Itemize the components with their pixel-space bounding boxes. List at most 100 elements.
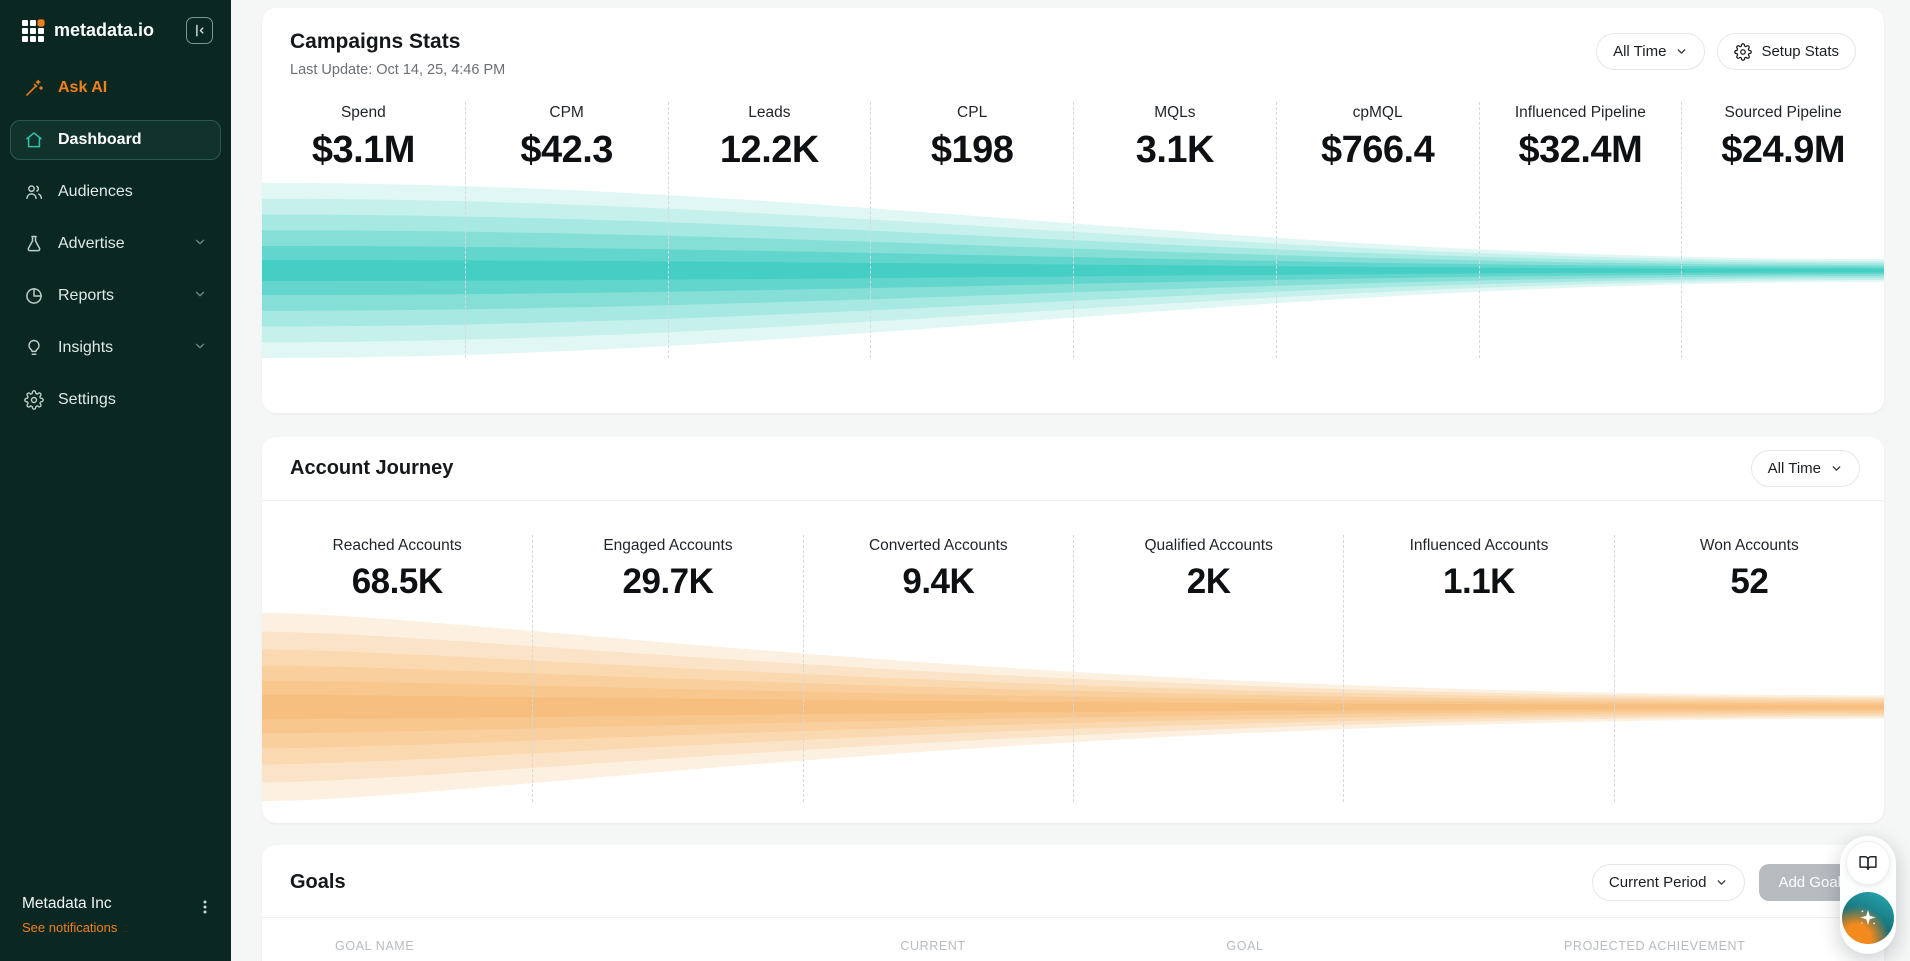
campaigns-stats-card: Campaigns Stats Last Update: Oct 14, 25,…	[262, 8, 1884, 413]
stat-column: Leads 12.2K	[667, 102, 871, 358]
stat-value: $32.4M	[1518, 129, 1643, 171]
goals-period-dropdown[interactable]: Current Period	[1591, 864, 1746, 901]
sidebar-item-insights[interactable]: Insights	[10, 328, 221, 368]
stat-value: 29.7K	[622, 562, 714, 601]
stat-value: 1.1K	[1443, 562, 1515, 601]
logo-grid-icon	[22, 18, 45, 42]
stat-label: Engaged Accounts	[603, 537, 733, 554]
sidebar-item-settings[interactable]: Settings	[10, 380, 221, 420]
panel-collapse-icon	[196, 24, 204, 37]
gear-icon	[24, 390, 44, 410]
journey-time-filter-dropdown[interactable]: All Time	[1750, 450, 1860, 487]
stat-label: CPL	[957, 104, 988, 121]
chevron-down-icon	[193, 339, 207, 358]
nav-label: Dashboard	[58, 131, 142, 148]
stat-value: 52	[1730, 562, 1769, 601]
goals-column-header: GOAL NAME	[335, 939, 415, 953]
goals-card: Goals Current Period Add Goal GOAL NAME C…	[262, 845, 1884, 961]
account-journey-title: Account Journey	[290, 457, 454, 479]
time-filter-value: All Time	[1613, 43, 1667, 60]
see-notifications-link[interactable]: See notifications	[22, 920, 118, 935]
stat-label: cpMQL	[1352, 104, 1403, 121]
stat-column: Converted Accounts 9.4K	[802, 535, 1073, 802]
stat-label: Converted Accounts	[868, 537, 1008, 554]
campaigns-time-filter-dropdown[interactable]: All Time	[1596, 33, 1706, 70]
stat-column: cpMQL $766.4	[1275, 102, 1479, 358]
stat-label: CPM	[549, 104, 584, 121]
metadata-logo[interactable]: metadata.io	[22, 18, 155, 42]
nav-label: Settings	[58, 391, 116, 408]
chevron-down-icon	[1718, 880, 1726, 885]
goals-column-header: CURRENT	[900, 939, 966, 953]
campaigns-funnel-section: Spend $3.1M CPM $42.3 Leads 12.2K CPL $198 MQLs 3…	[262, 102, 1884, 397]
stat-label: Won Accounts	[1699, 537, 1799, 554]
stat-column: Sourced Pipeline $24.9M	[1681, 102, 1884, 358]
stat-value: $42.3	[520, 129, 613, 171]
goals-title: Goals	[290, 871, 346, 893]
users-icon	[24, 182, 44, 202]
nav-label: Reports	[58, 287, 115, 304]
stat-label: Influenced Accounts	[1409, 537, 1549, 554]
stat-value: $24.9M	[1721, 129, 1845, 171]
nav-label: Insights	[58, 339, 114, 356]
logo-text: metadata.io	[54, 20, 155, 40]
campaigns-stats-row: Spend $3.1M CPM $42.3 Leads 12.2K CPL $198 MQLs 3…	[262, 102, 1884, 358]
home-icon	[24, 130, 44, 150]
journey-stats-row: Reached Accounts 68.5K Engaged Accounts 29.…	[262, 535, 1884, 802]
stat-value: 3.1K	[1135, 129, 1215, 171]
stat-value: 12.2K	[719, 129, 819, 171]
pie-chart-icon	[24, 286, 44, 306]
ai-assistant-button[interactable]	[1842, 892, 1894, 944]
sidebar-item-dashboard[interactable]: Dashboard	[10, 120, 221, 160]
sidebar-item-advertise[interactable]: Advertise	[10, 224, 221, 264]
sidebar-item-audiences[interactable]: Audiences	[10, 172, 221, 212]
stat-label: Leads	[748, 104, 791, 121]
stat-column: Won Accounts 52	[1613, 535, 1884, 802]
setup-stats-label: Setup Stats	[1761, 43, 1839, 60]
kebab-menu-icon	[203, 900, 207, 914]
lightbulb-icon	[24, 338, 44, 358]
sidebar: metadata.io Ask AI	[0, 0, 231, 961]
floating-action-stack	[1840, 836, 1896, 954]
stat-column: CPL $198	[870, 102, 1073, 358]
sidebar-nav: Ask AI Dashboard Audiences	[0, 56, 231, 420]
period-filter-value: Current Period	[1608, 874, 1707, 891]
stat-label: Influenced Pipeline	[1514, 104, 1646, 121]
nav-label: Audiences	[58, 183, 133, 200]
flask-icon	[24, 234, 44, 254]
stat-label: Qualified Accounts	[1144, 537, 1273, 554]
nav-label: Ask AI	[58, 79, 108, 96]
stat-column: Qualified Accounts 2K	[1073, 535, 1343, 802]
stat-column: Spend $3.1M	[262, 102, 465, 358]
org-menu-button[interactable]	[195, 895, 215, 922]
sidebar-item-ask-ai[interactable]: Ask AI	[10, 68, 221, 108]
sparkle-icon	[1860, 909, 1876, 926]
journey-funnel-section: Reached Accounts 68.5K Engaged Accounts 29.…	[262, 501, 1884, 823]
stat-value: 2K	[1186, 562, 1231, 601]
org-name: Metadata Inc	[22, 895, 112, 912]
stat-column: Reached Accounts 68.5K	[262, 535, 532, 802]
main-content: Campaigns Stats Last Update: Oct 14, 25,…	[231, 0, 1910, 961]
sidebar-logo-row: metadata.io	[0, 0, 231, 56]
goals-column-header: GOAL	[1226, 939, 1264, 953]
help-docs-button[interactable]	[1846, 841, 1890, 885]
goals-column-header: PROJECTED ACHIEVEMENT	[1564, 939, 1746, 953]
stat-value: $3.1M	[311, 129, 416, 171]
book-open-icon	[1859, 856, 1877, 870]
stat-column: MQLs 3.1K	[1073, 102, 1276, 358]
setup-stats-button[interactable]: Setup Stats	[1717, 33, 1856, 70]
stat-column: CPM $42.3	[464, 102, 668, 358]
stat-label: MQLs	[1154, 104, 1196, 121]
chevron-down-icon	[193, 287, 207, 306]
chevron-down-icon	[193, 235, 207, 254]
stat-column: Engaged Accounts 29.7K	[532, 535, 802, 802]
sidebar-collapse-button[interactable]	[186, 17, 213, 44]
stat-value: $198	[930, 129, 1014, 171]
chevron-down-icon	[1678, 49, 1686, 54]
stat-value: $766.4	[1321, 129, 1435, 171]
sidebar-item-reports[interactable]: Reports	[10, 276, 221, 316]
stat-label: Spend	[340, 104, 386, 121]
stat-label: Sourced Pipeline	[1724, 104, 1842, 121]
wand-icon	[24, 78, 44, 98]
